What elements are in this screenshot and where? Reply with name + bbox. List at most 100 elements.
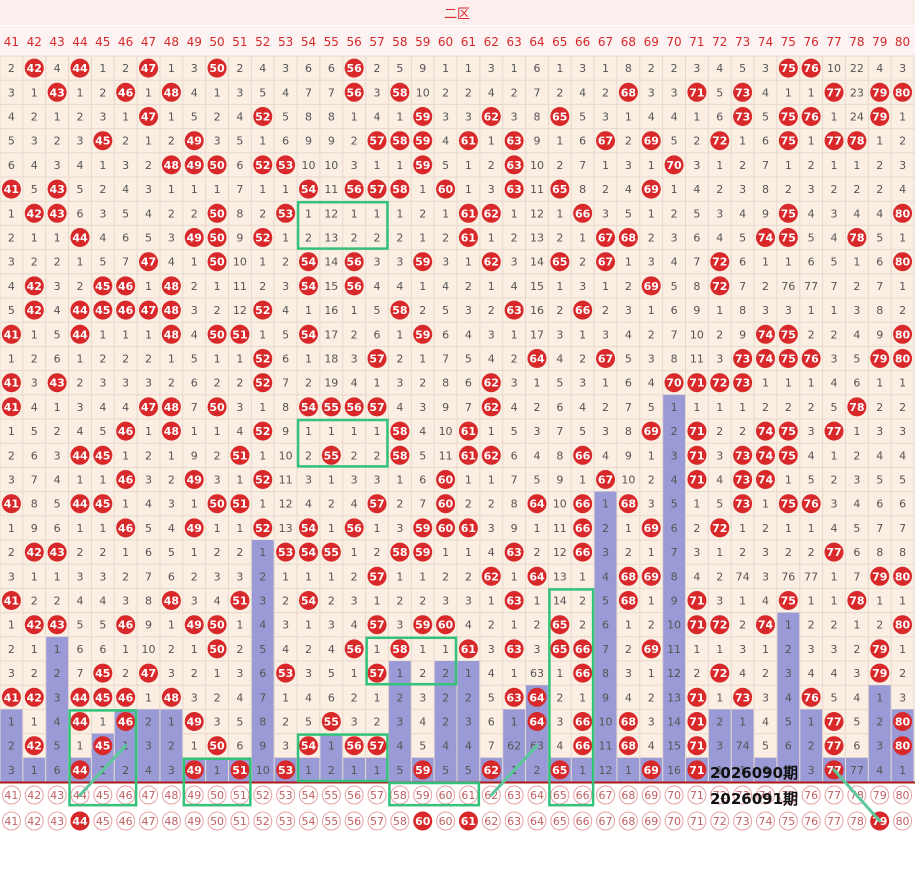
miss-count: 8 <box>602 667 609 680</box>
ball-45 <box>93 131 113 151</box>
miss-count: 3 <box>76 401 83 414</box>
ball-80 <box>893 566 913 586</box>
ball-65 <box>550 760 570 780</box>
miss-count: 1 <box>511 207 518 220</box>
miss-count: 1 <box>351 546 358 559</box>
ball-46 <box>116 276 136 296</box>
miss-count: 3 <box>145 474 152 487</box>
miss-count: 3 <box>236 667 243 680</box>
miss-count: 3 <box>99 207 106 220</box>
miss-count: 2 <box>99 353 106 366</box>
miss-count: 4 <box>236 425 243 438</box>
ball-54 <box>298 276 318 296</box>
ball-48 <box>161 324 181 344</box>
header-number-72: 72 <box>712 35 727 49</box>
miss-count: 2 <box>602 304 609 317</box>
miss-count: 6 <box>511 449 518 462</box>
placeholder-label: 80 <box>896 815 910 828</box>
miss-count: 1 <box>808 86 815 99</box>
miss-count: 10 <box>599 716 613 729</box>
miss-count: 4 <box>396 401 403 414</box>
ball-47 <box>139 58 159 78</box>
miss-count: 3 <box>762 546 769 559</box>
miss-count: 1 <box>31 643 38 656</box>
miss-count: 1 <box>739 595 746 608</box>
ball-label: 48 <box>164 304 179 317</box>
ball-78 <box>847 591 867 610</box>
miss-count: 3 <box>282 62 289 75</box>
bar-col-70 <box>663 394 685 782</box>
miss-count: 4 <box>145 764 152 777</box>
miss-count: 1 <box>396 159 403 172</box>
ball-72 <box>710 276 730 296</box>
miss-count: 13 <box>667 691 681 704</box>
ball-label: 56 <box>347 183 363 196</box>
ball-label: 61 <box>461 232 476 245</box>
miss-count: 2 <box>396 498 403 511</box>
ball-label: 54 <box>301 183 317 196</box>
miss-count: 4 <box>762 86 769 99</box>
ball-71 <box>687 445 707 465</box>
miss-count: 2 <box>351 328 358 341</box>
miss-count: 1 <box>419 280 426 293</box>
miss-count: 1 <box>556 207 563 220</box>
ball-74 <box>755 445 775 465</box>
miss-count: 1 <box>419 232 426 245</box>
header-number-74: 74 <box>758 35 773 49</box>
ball-74 <box>755 228 775 247</box>
ball-59 <box>413 155 433 175</box>
ball-label: 75 <box>781 498 796 511</box>
ball-60 <box>436 518 456 538</box>
ball-label: 73 <box>735 474 750 487</box>
ball-79 <box>870 107 890 126</box>
header-number-76: 76 <box>804 35 819 49</box>
ball-46 <box>116 421 136 441</box>
placeholder-ball <box>481 811 501 831</box>
ball-52 <box>253 518 273 538</box>
miss-count: 1 <box>99 62 106 75</box>
miss-count: 4 <box>488 86 495 99</box>
ball-label: 50 <box>209 328 225 341</box>
miss-count: 2 <box>236 62 243 75</box>
miss-count: 2 <box>442 570 449 583</box>
miss-count: 6 <box>579 135 586 148</box>
miss-count: 2 <box>579 256 586 269</box>
ball-79 <box>870 639 890 659</box>
header-number-73: 73 <box>735 35 750 49</box>
ball-label: 48 <box>164 425 179 438</box>
miss-count: 6 <box>693 232 700 245</box>
ball-label: 58 <box>392 546 407 559</box>
miss-count: 3 <box>488 643 495 656</box>
miss-count: 3 <box>99 111 106 124</box>
ball-71 <box>687 373 707 393</box>
header-number-65: 65 <box>552 35 567 49</box>
miss-count: 1 <box>374 207 381 220</box>
ball-73 <box>733 82 753 102</box>
miss-count: 8 <box>876 546 883 559</box>
ball-57 <box>367 494 387 514</box>
ball-75 <box>778 445 798 465</box>
ball-66 <box>573 203 593 223</box>
miss-count: 3 <box>762 62 769 75</box>
miss-count: 1 <box>785 522 792 535</box>
placeholder-ball <box>504 811 524 831</box>
placeholder-label: 70 <box>667 815 681 828</box>
miss-count: 8 <box>442 377 449 390</box>
miss-count: 7 <box>305 86 312 99</box>
ball-label: 78 <box>849 595 864 608</box>
miss-count: 1 <box>8 425 15 438</box>
miss-count: 3 <box>693 62 700 75</box>
miss-count: 2 <box>351 691 358 704</box>
miss-count: 4 <box>511 401 518 414</box>
miss-count: 5 <box>419 740 426 753</box>
placeholder-ball <box>47 811 67 831</box>
ball-label: 46 <box>118 425 134 438</box>
miss-count: 2 <box>374 716 381 729</box>
miss-count: 62 <box>507 740 521 753</box>
placeholder-ball <box>733 785 753 805</box>
ball-75 <box>778 228 798 247</box>
placeholder-label: 46 <box>119 815 133 828</box>
miss-count: 7 <box>602 643 609 656</box>
miss-count: 4 <box>259 62 266 75</box>
placeholder-ball <box>161 811 181 831</box>
